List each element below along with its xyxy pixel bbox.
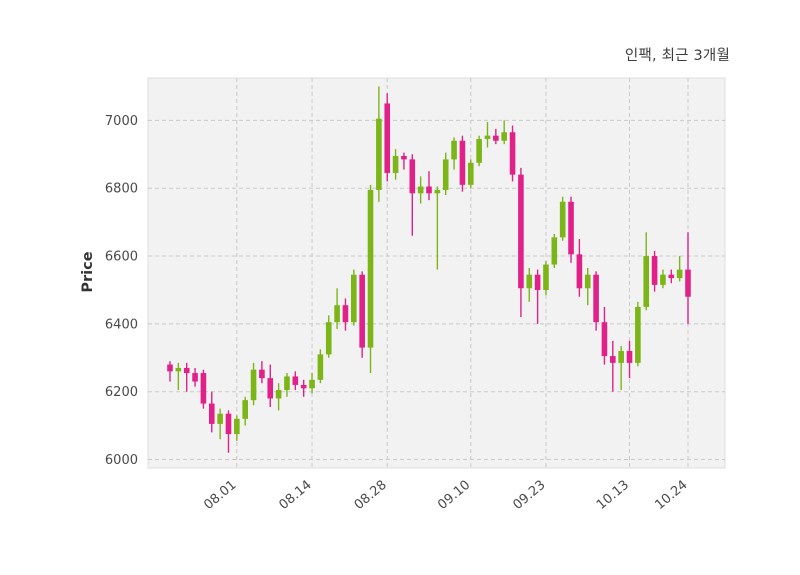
candle-body-down (493, 135, 499, 141)
candle-body-down (534, 274, 541, 290)
x-tick-label: 09.23 (510, 478, 548, 513)
candle-body-up (434, 189, 441, 194)
candle-body-up (635, 306, 641, 363)
candle-body-up (234, 418, 240, 435)
candle-body-down (518, 174, 524, 289)
candle-body-up (543, 264, 549, 290)
candle-body-down (426, 186, 432, 194)
x-tick-label: 10.13 (594, 478, 632, 513)
candle-body-down (409, 159, 416, 194)
candle-body-down (192, 373, 198, 382)
candle-body-up (275, 390, 282, 399)
candle-body-down (359, 274, 365, 348)
candle-body-down (668, 274, 675, 279)
candle-body-up (451, 140, 457, 160)
y-tick-label: 6200 (105, 385, 138, 400)
candle-body-up (351, 274, 357, 323)
candle-body-up (476, 139, 482, 163)
candle-body-up (551, 237, 558, 265)
y-tick-label: 6400 (105, 317, 138, 332)
candle-body-down (292, 376, 299, 385)
candle-body-down (259, 369, 265, 379)
x-tick-label: 08.14 (276, 478, 314, 513)
y-tick-label: 6800 (105, 182, 138, 197)
candle-body-down (685, 269, 691, 297)
candle-body-up (643, 256, 650, 307)
x-tick-label: 09.10 (435, 478, 473, 513)
x-tick-label: 10.24 (652, 478, 690, 513)
candle-body-up (325, 322, 332, 355)
chart-title: 인팩, 최근 3개월 (624, 48, 730, 64)
candle-body-down (626, 351, 633, 363)
candle-body-down (167, 364, 173, 372)
candle-body-up (660, 274, 666, 285)
candle-body-down (610, 356, 616, 363)
y-tick-label: 6000 (105, 453, 138, 468)
candle-body-up (367, 189, 374, 348)
candle-body-up (175, 367, 182, 372)
candle-body-up (334, 305, 340, 323)
candle-body-down (651, 256, 658, 285)
candle-body-down (459, 140, 466, 185)
y-tick-label: 7000 (105, 114, 138, 129)
candle-body-down (593, 274, 599, 323)
candle-body-down (342, 305, 349, 323)
candle-body-down (267, 378, 274, 399)
candle-body-down (601, 322, 608, 357)
candle-body-up (392, 156, 399, 173)
candle-body-down (576, 254, 583, 289)
candle-body-down (225, 413, 232, 435)
candle-body-up (584, 274, 591, 289)
candle-body-up (309, 379, 315, 389)
x-tick-label: 08.01 (201, 478, 239, 513)
candle-body-down (300, 384, 307, 389)
candle-body-up (526, 274, 533, 289)
candle-body-down (384, 103, 391, 173)
candle-body-down (183, 367, 190, 374)
candle-body-up (242, 400, 248, 419)
candle-body-up (501, 132, 507, 141)
candle-body-up (676, 269, 683, 279)
candle-body-up (317, 354, 324, 380)
y-tick-label: 6600 (105, 250, 138, 265)
candle-body-down (568, 201, 574, 255)
x-tick-label: 08.28 (352, 478, 390, 513)
candle-body-down (509, 132, 516, 175)
candle-body-up (484, 135, 491, 140)
candle-body-down (401, 156, 407, 160)
candle-body-down (208, 403, 215, 424)
candle-body-down (200, 373, 207, 404)
candle-body-up (417, 186, 424, 194)
candle-body-up (250, 369, 257, 401)
candle-body-up (467, 162, 474, 185)
candle-body-up (559, 201, 566, 238)
candle-body-up (376, 118, 382, 190)
candle-body-up (442, 159, 449, 190)
candle-body-up (284, 376, 290, 390)
candle-body-up (618, 351, 624, 363)
candle-body-up (217, 413, 223, 424)
